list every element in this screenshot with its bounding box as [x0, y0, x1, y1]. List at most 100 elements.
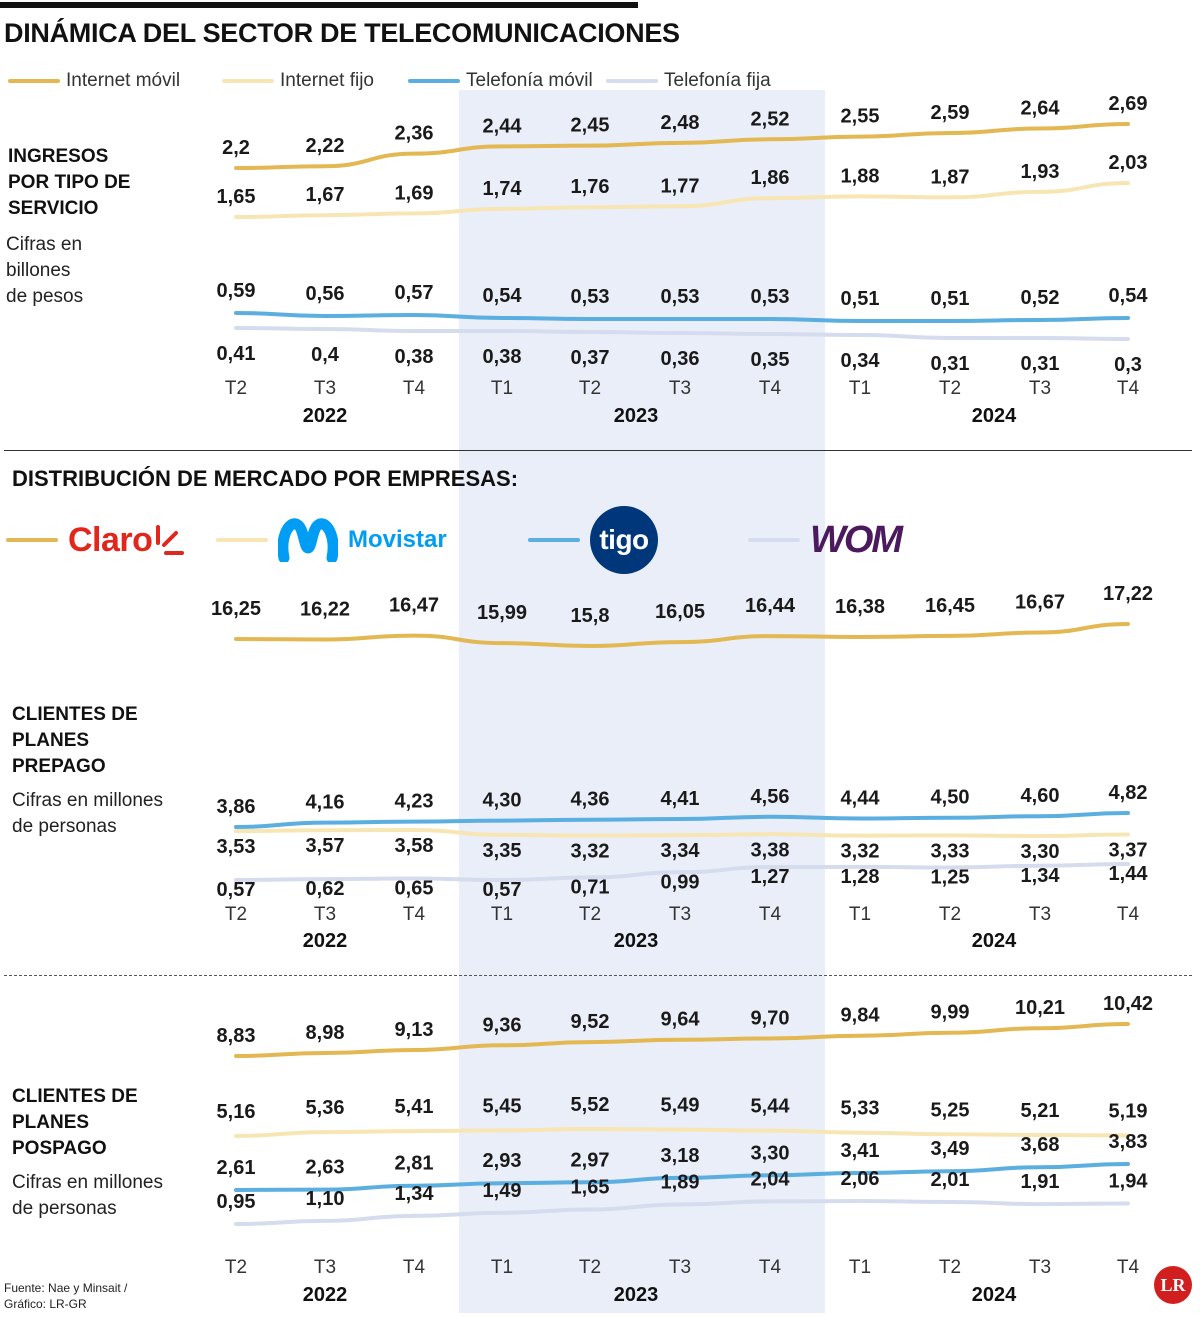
- data-label: 2,48: [661, 112, 700, 134]
- data-label: 5,52: [571, 1094, 610, 1116]
- data-label: 16,22: [300, 599, 350, 621]
- data-label: 4,36: [571, 789, 610, 811]
- year-label: 2023: [614, 405, 659, 427]
- data-label: 1,10: [306, 1188, 345, 1210]
- data-label: 1,34: [1021, 865, 1061, 887]
- data-label: 4,50: [931, 787, 970, 809]
- data-label: 1,91: [1021, 1171, 1060, 1193]
- data-label: 3,83: [1109, 1131, 1148, 1153]
- claro-rays-icon: [156, 525, 185, 555]
- data-label: 0,37: [571, 347, 610, 369]
- panel3-label-line: CLIENTES DE: [12, 1086, 138, 1107]
- data-label: 5,45: [483, 1095, 522, 1117]
- panel1-note-line: Cifras en: [6, 234, 83, 255]
- x-tick-label: T1: [491, 904, 513, 925]
- x-tick-label: T3: [1029, 1257, 1051, 1278]
- data-label: 0,36: [661, 348, 700, 370]
- data-label: 2,69: [1109, 93, 1148, 115]
- series-line-2-3: [234, 1198, 1130, 1226]
- series-line-1-1: [234, 811, 1130, 829]
- data-label: 3,30: [1021, 841, 1060, 863]
- legend-swatch: [222, 79, 274, 83]
- data-label: 1,44: [1109, 863, 1149, 885]
- data-label: 0,51: [931, 288, 970, 310]
- data-label: 5,19: [1109, 1100, 1148, 1122]
- data-label: 10,42: [1103, 993, 1153, 1015]
- series-line-2-0: [234, 1022, 1130, 1058]
- panel1-note-line: de pesos: [6, 286, 84, 307]
- panel3-label-line: PLANES: [12, 1112, 90, 1133]
- year-label: 2022: [303, 1284, 348, 1306]
- x-tick-label: T4: [759, 904, 782, 925]
- data-label: 3,49: [931, 1138, 970, 1160]
- data-label: 0,52: [1021, 287, 1060, 309]
- data-label: 0,53: [751, 286, 790, 308]
- x-tick-label: T2: [939, 904, 961, 925]
- panel1-label-line: SERVICIO: [8, 198, 99, 219]
- data-label: 16,47: [389, 595, 439, 617]
- data-label: 1,27: [751, 866, 790, 888]
- data-label: 0,71: [571, 876, 610, 898]
- data-label: 3,30: [751, 1142, 790, 1164]
- brand-swatch: [528, 538, 580, 542]
- data-label: 1,49: [483, 1180, 522, 1202]
- data-label: 0,57: [217, 879, 256, 901]
- data-label: 16,05: [655, 601, 705, 623]
- panel3-label: CLIENTES DE PLANES POSPAGO: [12, 1084, 138, 1162]
- year-label: 2024: [972, 1284, 1017, 1306]
- data-label: 5,44: [751, 1096, 791, 1118]
- data-label: 4,23: [395, 791, 434, 813]
- series-line-0-1: [234, 181, 1130, 219]
- x-tick-label: T3: [669, 1257, 691, 1278]
- data-label: 0,51: [841, 288, 880, 310]
- panel1-label: INGRESOS POR TIPO DE SERVICIO: [8, 144, 130, 222]
- panel1-note-line: billones: [6, 260, 71, 281]
- x-tick-label: T4: [759, 1257, 782, 1278]
- data-label: 1,69: [395, 182, 434, 204]
- top-rule: [0, 2, 638, 8]
- year-label: 2023: [614, 1284, 659, 1306]
- data-label: 15,8: [571, 605, 610, 627]
- legend-item-telefonia-movil: Telefonía móvil: [408, 68, 593, 94]
- brand-swatch: [6, 538, 58, 542]
- data-label: 0,38: [395, 346, 434, 368]
- data-label: 2,03: [1109, 152, 1148, 174]
- separator: [4, 450, 1192, 451]
- data-label: 0,56: [306, 283, 345, 305]
- data-label: 4,16: [306, 792, 345, 814]
- x-tick-label: T4: [1117, 1257, 1140, 1278]
- year-label: 2024: [972, 405, 1017, 427]
- data-label: 1,67: [306, 184, 345, 206]
- data-label: 16,44: [745, 595, 796, 617]
- data-label: 0,35: [751, 349, 790, 371]
- x-tick-label: T3: [1029, 904, 1051, 925]
- x-tick-label: T1: [491, 1257, 513, 1278]
- data-label: 10,21: [1015, 997, 1065, 1019]
- legend-item-telefonia-fija: Telefonía fija: [606, 68, 771, 94]
- x-tick-label: T2: [939, 1257, 961, 1278]
- data-label: 2,04: [751, 1168, 791, 1190]
- data-label: 1,87: [931, 166, 970, 188]
- x-tick-label: T4: [1117, 378, 1140, 399]
- source-line: Fuente: Nae y Minsait /: [4, 1281, 128, 1295]
- data-label: 8,98: [306, 1022, 345, 1044]
- wom-logo: WOM: [810, 518, 903, 561]
- panel3-note: Cifras en millones de personas: [12, 1170, 163, 1222]
- data-label: 5,33: [841, 1098, 880, 1120]
- data-label: 15,99: [477, 602, 527, 624]
- data-label: 2,55: [841, 106, 880, 128]
- data-label: 0,57: [395, 282, 434, 304]
- x-tick-label: T1: [491, 378, 513, 399]
- data-label: 3,32: [571, 841, 610, 863]
- x-tick-label: T1: [849, 378, 871, 399]
- data-label: 4,56: [751, 786, 790, 808]
- panel2-label-line: CLIENTES DE: [12, 704, 138, 725]
- data-label: 0,31: [1021, 353, 1060, 375]
- data-label: 2,45: [571, 115, 610, 137]
- data-label: 9,84: [841, 1005, 881, 1027]
- legend-swatch: [8, 79, 60, 83]
- data-label: 5,41: [395, 1096, 434, 1118]
- data-label: 1,94: [1109, 1171, 1149, 1193]
- claro-logo: Claro: [68, 520, 153, 559]
- x-tick-label: T1: [849, 1257, 871, 1278]
